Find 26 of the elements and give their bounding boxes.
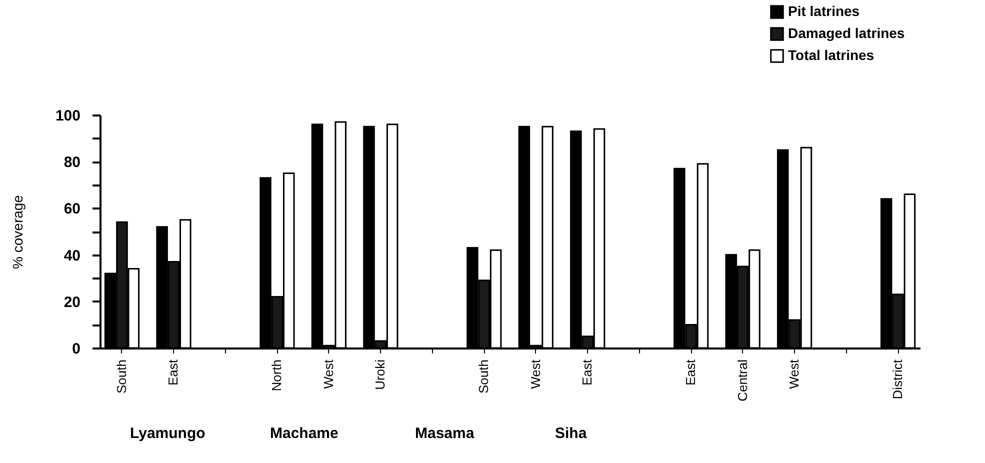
- y-tick-label: 0: [72, 340, 80, 358]
- x-tick-label: South: [114, 360, 129, 394]
- y-tick-label: 80: [64, 154, 80, 172]
- x-tick-label: West: [320, 359, 336, 389]
- legend-label: Damaged latrines: [788, 25, 905, 41]
- y-tick-label: 60: [64, 200, 80, 218]
- y-tick-label: 100: [55, 108, 80, 124]
- y-axis-title: % coverage: [9, 194, 26, 269]
- text: Siha: [555, 425, 588, 442]
- x-tick-label: North: [269, 360, 284, 392]
- x-tick-label: West: [528, 359, 543, 389]
- x-tick-label: East: [683, 359, 698, 386]
- text: Machame: [270, 425, 338, 442]
- x-tick-label: South: [476, 360, 492, 394]
- y-tick-label: 20: [64, 294, 80, 311]
- x-tick-label: East: [580, 359, 595, 386]
- x-tick-label: Central: [734, 359, 750, 402]
- y-tick-label: 40: [64, 247, 80, 264]
- legend-label: Pit latrines: [788, 3, 860, 19]
- x-tick-label: West: [786, 359, 802, 389]
- x-tick-label: District: [890, 359, 906, 400]
- x-tick-label: East: [166, 359, 181, 386]
- text: Masama: [415, 425, 475, 442]
- text: Lyamungo: [130, 425, 206, 442]
- legend-label: Total latrines: [788, 47, 874, 63]
- x-tick-label: Uroki: [372, 359, 388, 390]
